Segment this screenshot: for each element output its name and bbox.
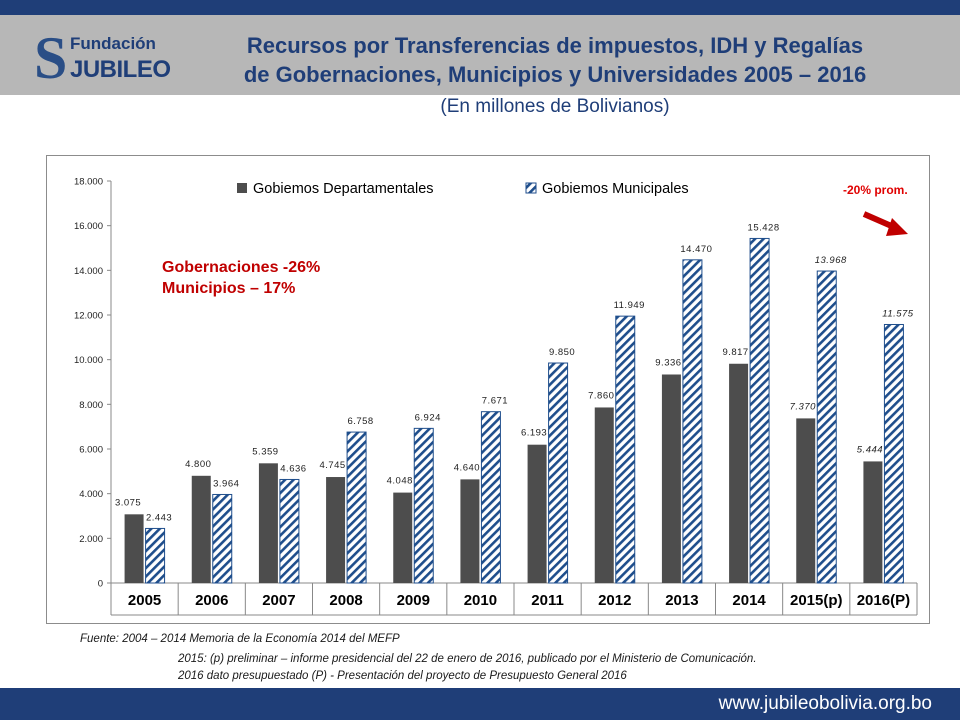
y-tick-label: 0 [98, 579, 103, 590]
source-line3: 2016 dato presupuestado (P) - Presentaci… [178, 670, 627, 682]
bar-label-departamentales: 7.370 [790, 401, 816, 412]
bar-municipales [749, 237, 770, 584]
bar-label-municipales: 13.968 [815, 255, 847, 266]
source-line1: Fuente: 2004 – 2014 Memoria de la Econom… [80, 633, 400, 645]
x-tick-label: 2010 [464, 592, 497, 609]
bottom-bar [0, 688, 960, 720]
bar-municipales [883, 323, 904, 584]
bar-label-municipales: 11.949 [614, 300, 645, 311]
bar-label-municipales: 15.428 [748, 222, 780, 233]
bar-label-municipales: 6.758 [347, 416, 373, 427]
bar-label-municipales: 14.470 [680, 244, 712, 255]
bar-departamentales [594, 407, 614, 583]
y-tick-label: 6.000 [79, 445, 103, 456]
x-tick-label: 2006 [195, 592, 228, 609]
annotation-promedio: -20% prom. [843, 183, 908, 197]
logo-mark-icon: S [34, 25, 68, 91]
y-tick-label: 16.000 [74, 221, 103, 232]
bar-label-departamentales: 6.193 [521, 428, 547, 439]
x-tick-label: 2014 [732, 592, 766, 609]
y-tick-label: 12.000 [74, 311, 103, 322]
logo-text-bottom: JUBILEO [70, 56, 171, 83]
bar-departamentales [191, 475, 211, 583]
bar-label-departamentales: 4.640 [454, 462, 480, 473]
bar-label-municipales: 6.924 [415, 412, 441, 423]
source-line2: 2015: (p) preliminar – informe presidenc… [178, 653, 757, 665]
bar-label-departamentales: 3.075 [115, 497, 141, 508]
bar-label-municipales: 11.575 [882, 308, 914, 319]
website-url[interactable]: www.jubileobolivia.org.bo [718, 693, 932, 714]
bar-label-departamentales: 5.444 [857, 444, 883, 455]
top-bar [0, 0, 960, 15]
bar-departamentales [124, 514, 144, 583]
down-arrow-icon [862, 211, 908, 236]
x-tick-label: 2015(p) [790, 592, 843, 609]
bar-departamentales [863, 461, 883, 583]
x-tick-label: 2016(P) [857, 592, 910, 609]
bar-label-departamentales: 5.359 [252, 446, 278, 457]
legend-swatch-departamentales [237, 183, 247, 193]
y-tick-label: 2.000 [79, 534, 103, 545]
bar-municipales [615, 315, 636, 584]
bar-departamentales [527, 444, 547, 583]
bar-chart: 0 2.000 4.000 6.000 8.000 10.000 12.000 14.000 1… [74, 177, 918, 616]
legend-label-departamentales: Gobiemos Departamentales [253, 181, 434, 197]
bar-departamentales [661, 374, 681, 583]
annotation-gobernaciones: Gobernaciones -26% [162, 259, 321, 276]
bar-departamentales [729, 363, 749, 583]
logo: S Fundación JUBILEO [8, 22, 171, 96]
bar-label-departamentales: 4.048 [387, 476, 413, 487]
page-title-line1: Recursos por Transferencias de impuestos… [246, 33, 864, 58]
y-tick-label: 18.000 [74, 177, 103, 188]
bar-municipales [279, 478, 300, 584]
bar-label-municipales: 7.671 [482, 396, 508, 407]
bar-municipales [413, 427, 434, 584]
chart-frame: 0 2.000 4.000 6.000 8.000 10.000 12.000 14.000 1… [46, 155, 930, 624]
bar-label-municipales: 9.850 [549, 347, 575, 358]
legend-swatch-municipales [525, 182, 537, 194]
logo-text-top: Fundación [70, 34, 156, 53]
y-tick-label: 10.000 [74, 355, 103, 366]
header-band [0, 15, 960, 95]
x-tick-label: 2013 [665, 592, 698, 609]
bar-municipales [480, 411, 501, 584]
bar-departamentales [460, 479, 480, 583]
bar-label-municipales: 3.964 [213, 478, 239, 489]
x-tick-label: 2009 [397, 592, 430, 609]
y-tick-label: 8.000 [79, 400, 103, 411]
x-tick-label: 2011 [531, 592, 564, 609]
page-subtitle: (En millones de Bolivianos) [440, 96, 670, 117]
y-tick-label: 14.000 [74, 266, 103, 277]
page-title-line2: de Gobernaciones, Municipios y Universid… [243, 62, 867, 87]
bar-municipales [548, 362, 569, 584]
bar-label-municipales: 4.636 [280, 463, 306, 474]
bar-label-departamentales: 9.817 [722, 347, 748, 358]
bar-municipales [682, 259, 703, 584]
annotation-municipios: Municipios – 17% [162, 280, 296, 297]
bar-municipales [145, 527, 166, 584]
x-tick-label: 2008 [329, 592, 362, 609]
x-tick-label: 2007 [262, 592, 295, 609]
bar-departamentales [258, 463, 278, 583]
bar-label-departamentales: 9.336 [655, 357, 681, 368]
bar-municipales [212, 493, 233, 584]
x-tick-label: 2005 [128, 592, 161, 609]
bar-departamentales [326, 477, 346, 583]
bar-label-departamentales: 4.745 [319, 460, 345, 471]
bar-departamentales [796, 418, 816, 583]
bar-label-departamentales: 7.860 [588, 390, 614, 401]
x-tick-label: 2012 [598, 592, 631, 609]
bar-municipales [816, 270, 837, 584]
legend-label-municipales: Gobiemos Municipales [542, 181, 689, 197]
bar-label-departamentales: 4.800 [185, 459, 211, 470]
bar-municipales [346, 431, 367, 584]
y-tick-label: 4.000 [79, 489, 103, 500]
bar-label-municipales: 2.443 [146, 512, 172, 523]
bar-departamentales [393, 492, 413, 583]
